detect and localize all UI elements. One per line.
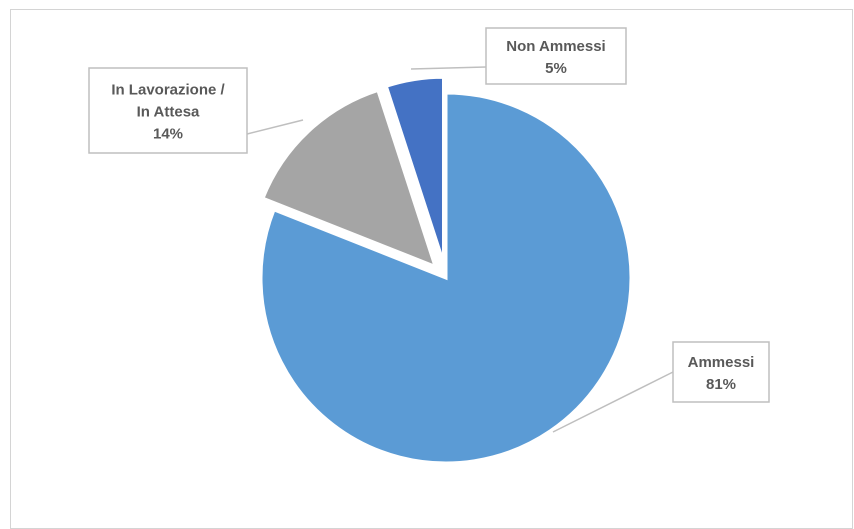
data-label-value: 14% <box>153 126 183 143</box>
data-label-category: Ammessi <box>688 354 755 371</box>
pie-slice-ammessi <box>259 91 633 465</box>
data-label-non-ammessi: Non Ammessi 5% <box>485 27 627 85</box>
pie-slice-non-ammessi <box>384 75 445 263</box>
data-label-ammessi: Ammessi 81% <box>672 341 770 403</box>
data-label-value: 5% <box>545 60 567 77</box>
callout-leader-in-lavorazione-in-attesa <box>246 119 304 135</box>
data-label-box <box>672 341 770 403</box>
pie-chart: Ammessi 81% In Lavorazione / In Attesa 14% No… <box>88 27 770 465</box>
callout-leader-ammessi <box>552 371 674 433</box>
callout-leader-non-ammessi <box>410 66 487 70</box>
pie-slice-in-lavorazione-in-attesa <box>261 88 438 269</box>
data-label-category: Non Ammessi <box>506 38 605 55</box>
data-label-value: 81% <box>706 376 736 393</box>
data-label-in-lavorazione-in-attesa: In Lavorazione / In Attesa 14% <box>88 67 248 154</box>
data-label-box <box>88 67 248 154</box>
data-label-category: In Attesa <box>137 104 200 121</box>
data-label-box <box>485 27 627 85</box>
data-label-category: In Lavorazione / <box>111 82 225 99</box>
